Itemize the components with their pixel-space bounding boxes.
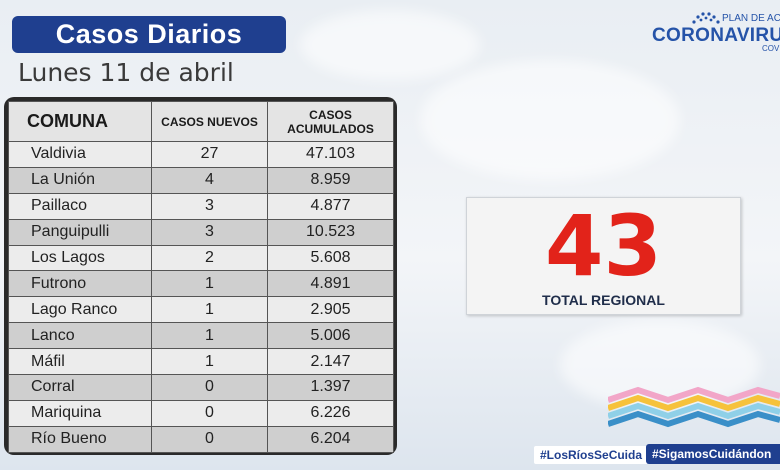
cell-comuna: Valdivia xyxy=(9,142,152,168)
table-row: Lago Ranco 1 2.905 xyxy=(9,297,394,323)
cell-acumulados: 1.397 xyxy=(268,375,394,401)
cell-comuna: Lago Ranco xyxy=(9,297,152,323)
cell-acumulados: 2.905 xyxy=(268,297,394,323)
cell-comuna: Mariquina xyxy=(9,400,152,426)
plan-logo-icon xyxy=(690,8,722,26)
cell-nuevos: 4 xyxy=(152,167,268,193)
cell-acumulados: 10.523 xyxy=(268,219,394,245)
cell-nuevos: 1 xyxy=(152,323,268,349)
cell-nuevos: 0 xyxy=(152,426,268,452)
cell-nuevos: 0 xyxy=(152,375,268,401)
table-row: Mariquina 0 6.226 xyxy=(9,400,394,426)
cell-acumulados: 6.204 xyxy=(268,426,394,452)
title-banner: Casos Diarios xyxy=(12,16,286,53)
table-row: Corral 0 1.397 xyxy=(9,375,394,401)
table-row: Paillaco 3 4.877 xyxy=(9,193,394,219)
cell-comuna: Lanco xyxy=(9,323,152,349)
table-row: Valdivia 27 47.103 xyxy=(9,142,394,168)
background-cloud xyxy=(420,60,680,180)
cell-nuevos: 1 xyxy=(152,297,268,323)
hashtag-los-rios: #LosRíosSeCuida xyxy=(534,446,648,464)
cell-comuna: La Unión xyxy=(9,167,152,193)
table-row: Futrono 1 4.891 xyxy=(9,271,394,297)
cell-acumulados: 8.959 xyxy=(268,167,394,193)
header-acumulados-line2: ACUMULADOS xyxy=(268,122,393,136)
hashtag-sigamos: #SigamosCuidándon xyxy=(646,444,780,464)
cell-nuevos: 27 xyxy=(152,142,268,168)
cell-comuna: Corral xyxy=(9,375,152,401)
cases-table: COMUNA CASOS NUEVOS CASOS ACUMULADOS Val… xyxy=(8,101,394,453)
cell-comuna: Los Lagos xyxy=(9,245,152,271)
report-date: Lunes 11 de abril xyxy=(18,58,234,87)
cell-acumulados: 5.006 xyxy=(268,323,394,349)
total-regional-card: 43 TOTAL REGIONAL xyxy=(466,197,741,315)
background-cloud xyxy=(300,10,480,80)
logo-plan-text: PLAN DE ACC xyxy=(722,13,780,24)
cell-nuevos: 0 xyxy=(152,400,268,426)
table-header-row: COMUNA CASOS NUEVOS CASOS ACUMULADOS xyxy=(9,102,394,142)
total-regional-value: 43 xyxy=(467,204,740,288)
rainbow-ribbon-icon xyxy=(608,386,780,444)
cell-nuevos: 3 xyxy=(152,193,268,219)
header-acumulados-line1: CASOS xyxy=(268,108,393,122)
cell-acumulados: 47.103 xyxy=(268,142,394,168)
table-row: Río Bueno 0 6.204 xyxy=(9,426,394,452)
table-row: La Unión 4 8.959 xyxy=(9,167,394,193)
table-row: Los Lagos 2 5.608 xyxy=(9,245,394,271)
header-casos-nuevos: CASOS NUEVOS xyxy=(152,102,268,142)
cell-acumulados: 6.226 xyxy=(268,400,394,426)
cell-comuna: Futrono xyxy=(9,271,152,297)
header-comuna: COMUNA xyxy=(9,102,152,142)
table-row: Lanco 1 5.006 xyxy=(9,323,394,349)
cell-nuevos: 3 xyxy=(152,219,268,245)
cell-comuna: Panguipulli xyxy=(9,219,152,245)
cell-acumulados: 4.891 xyxy=(268,271,394,297)
logo-sub-text: COVI xyxy=(762,44,780,53)
cell-comuna: Río Bueno xyxy=(9,426,152,452)
logo-brand-text: CORONAVIRU xyxy=(652,25,780,47)
cell-comuna: Máfil xyxy=(9,349,152,375)
table-row: Panguipulli 3 10.523 xyxy=(9,219,394,245)
cell-acumulados: 2.147 xyxy=(268,349,394,375)
cell-nuevos: 2 xyxy=(152,245,268,271)
cell-acumulados: 5.608 xyxy=(268,245,394,271)
header-casos-acumulados: CASOS ACUMULADOS xyxy=(268,102,394,142)
cell-comuna: Paillaco xyxy=(9,193,152,219)
cell-nuevos: 1 xyxy=(152,271,268,297)
table-row: Máfil 1 2.147 xyxy=(9,349,394,375)
cell-acumulados: 4.877 xyxy=(268,193,394,219)
page-title: Casos Diarios xyxy=(56,19,243,50)
total-regional-label: TOTAL REGIONAL xyxy=(467,292,740,308)
cell-nuevos: 1 xyxy=(152,349,268,375)
cases-table-container: COMUNA CASOS NUEVOS CASOS ACUMULADOS Val… xyxy=(4,97,397,455)
